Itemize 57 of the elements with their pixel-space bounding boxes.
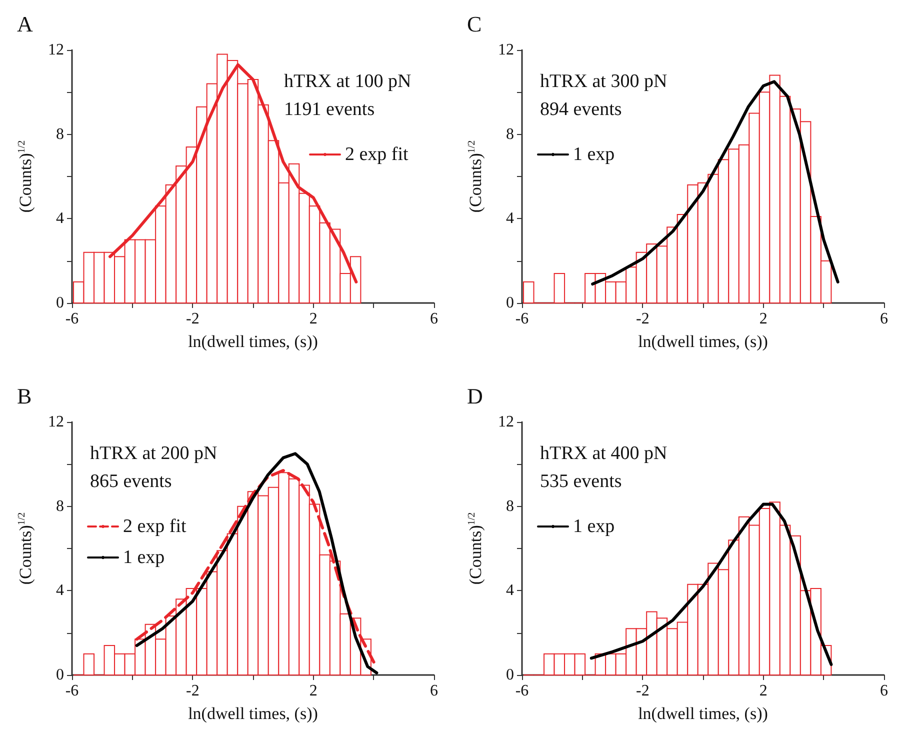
y-tick-label: 8 <box>506 498 514 515</box>
y-axis-title: (Counts)1/2 <box>16 512 35 585</box>
x-axis-title: ln(dwell times, (s)) <box>188 332 318 351</box>
x-tick-label: -2 <box>186 310 200 328</box>
legend-label: 2 exp fit <box>123 516 188 537</box>
chart-title: C <box>467 12 482 36</box>
y-axis-title: (Counts)1/2 <box>466 140 485 213</box>
x-tick-label: -6 <box>515 310 529 328</box>
y-axis-title: (Counts)1/2 <box>466 512 485 585</box>
chart-title: A <box>17 12 33 36</box>
y-tick-label: 8 <box>56 126 64 143</box>
x-tick-label: -6 <box>515 682 529 700</box>
x-axis-title: ln(dwell times, (s)) <box>638 704 768 723</box>
x-tick-label: 6 <box>430 682 438 700</box>
x-tick-label: 2 <box>309 682 318 700</box>
y-tick-label: 12 <box>48 414 64 430</box>
y-tick-label: 12 <box>498 414 514 430</box>
annotation: hTRX at 200 pN <box>90 443 218 464</box>
x-tick-label: 2 <box>309 310 318 328</box>
y-tick-label: 8 <box>506 126 514 143</box>
x-tick-label: -2 <box>636 682 650 700</box>
x-tick-label: 6 <box>430 310 438 328</box>
annotation: hTRX at 300 pN <box>540 71 668 92</box>
legend-label: 2 exp fit <box>345 144 410 165</box>
x-tick-label: 2 <box>759 310 768 328</box>
x-tick-label: 6 <box>880 682 888 700</box>
annotation: hTRX at 100 pN <box>284 71 412 92</box>
annotation: 894 events <box>540 99 622 120</box>
legend-label: 1 exp <box>123 547 165 568</box>
y-tick-label: 4 <box>56 582 64 600</box>
annotation: 535 events <box>540 471 622 492</box>
legend-label: 1 exp <box>573 516 615 537</box>
y-tick-label: 8 <box>56 498 64 515</box>
x-axis-title: ln(dwell times, (s)) <box>188 704 318 723</box>
y-tick-label: 12 <box>498 42 514 58</box>
y-tick-label: 12 <box>48 42 64 58</box>
x-tick-label: -2 <box>186 682 200 700</box>
y-tick-label: 0 <box>56 666 64 684</box>
x-axis-title: ln(dwell times, (s)) <box>638 332 768 351</box>
chart-title: D <box>467 384 483 408</box>
y-tick-label: 4 <box>506 210 514 228</box>
x-tick-label: 6 <box>880 310 888 328</box>
chart-title: B <box>17 384 32 408</box>
y-tick-label: 0 <box>506 666 514 684</box>
x-tick-label: 2 <box>759 682 768 700</box>
x-tick-label: -6 <box>65 682 79 700</box>
y-tick-label: 4 <box>506 582 514 600</box>
y-tick-label: 0 <box>56 294 64 312</box>
x-tick-label: -2 <box>636 310 650 328</box>
annotation: 865 events <box>90 471 172 492</box>
legend-label: 1 exp <box>573 144 615 165</box>
x-tick-label: -6 <box>65 310 79 328</box>
y-tick-label: 0 <box>506 294 514 312</box>
annotation: hTRX at 400 pN <box>540 443 668 464</box>
annotation: 1191 events <box>284 99 375 120</box>
y-tick-label: 4 <box>56 210 64 228</box>
y-axis-title: (Counts)1/2 <box>16 140 35 213</box>
